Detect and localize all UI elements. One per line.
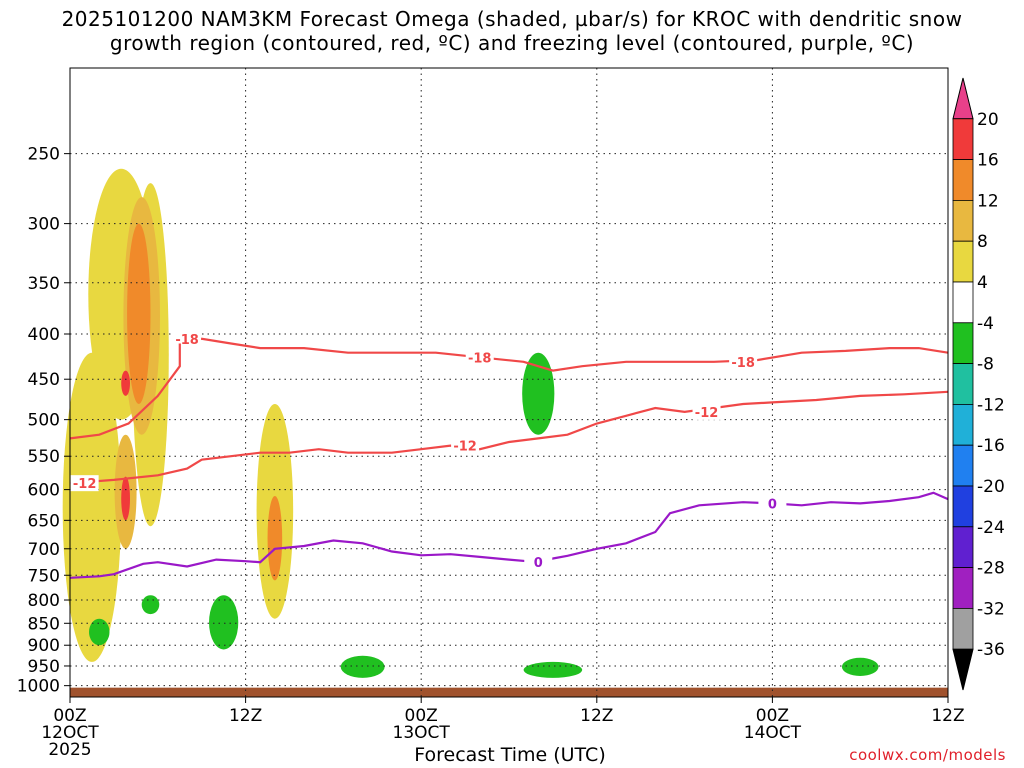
y-tick-label-950: 950 bbox=[28, 657, 60, 677]
contour-label-0-0: -18 bbox=[175, 333, 199, 348]
y-tick-label-850: 850 bbox=[28, 614, 60, 634]
x-tick-label-48-1: 14OCT bbox=[744, 723, 802, 743]
colorbar-swatch-13 bbox=[952, 608, 974, 650]
colorbar-swatch-10 bbox=[952, 485, 974, 528]
x-tick-label-0-2: 2025 bbox=[48, 740, 91, 760]
x-tick-label-0-1: 12OCT bbox=[41, 723, 99, 743]
y-tick-label-400: 400 bbox=[28, 325, 60, 345]
x-tick-label-60-0: 12Z bbox=[931, 706, 964, 726]
colorbar-swatch-11 bbox=[952, 526, 974, 568]
omega-region-4 bbox=[127, 223, 151, 404]
source-credit: coolwx.com/models bbox=[849, 746, 1006, 764]
colorbar-label-11: -28 bbox=[977, 559, 1005, 579]
omega-region-9 bbox=[267, 495, 283, 581]
y-tick-label-450: 450 bbox=[28, 370, 60, 390]
colorbar-swatch-9 bbox=[952, 444, 974, 487]
y-tick-label-300: 300 bbox=[28, 215, 60, 235]
colorbar-swatch-4 bbox=[952, 240, 974, 283]
colorbar-label-8: -16 bbox=[977, 436, 1005, 456]
ground-terrain bbox=[70, 687, 948, 697]
contour-label-bg-0-1 bbox=[465, 349, 494, 366]
contour-label-0-1: -18 bbox=[468, 351, 492, 366]
colorbar-swatch-6 bbox=[952, 322, 974, 364]
omega-region-11 bbox=[89, 618, 110, 646]
colorbar-label-10: -24 bbox=[977, 518, 1005, 538]
x-tick-label-24-1: 13OCT bbox=[393, 723, 451, 743]
colorbar-swatch-2 bbox=[952, 159, 974, 201]
contour-0 bbox=[179, 337, 949, 372]
y-tick-label-800: 800 bbox=[28, 591, 60, 611]
colorbar-swatch-12 bbox=[952, 567, 974, 609]
contour-1 bbox=[69, 343, 181, 440]
x-tick-label-36-0: 12Z bbox=[580, 706, 613, 726]
contour-3 bbox=[69, 491, 949, 579]
omega-region-15 bbox=[523, 661, 583, 678]
contour-label-2-2: -12 bbox=[695, 406, 719, 421]
contour-label-3-1: 0 bbox=[768, 497, 777, 512]
chart-title-line2: growth region (contoured, red, ºC) and f… bbox=[109, 31, 915, 55]
colorbar-label-1: 16 bbox=[977, 151, 999, 171]
omega-region-14 bbox=[340, 655, 385, 678]
y-tick-label-900: 900 bbox=[28, 636, 60, 656]
contour-label-bg-0-2 bbox=[729, 353, 758, 370]
y-tick-label-550: 550 bbox=[28, 447, 60, 467]
contour-label-bg-3-1 bbox=[758, 495, 787, 512]
omega-region-7 bbox=[121, 476, 130, 521]
contour-label-bg-3-0 bbox=[524, 554, 553, 571]
y-tick-label-700: 700 bbox=[28, 540, 60, 560]
colorbar-swatch-1 bbox=[952, 118, 974, 161]
contour-label-bg-2-2 bbox=[692, 403, 721, 420]
chart-title-line1: 2025101200 NAM3KM Forecast Omega (shaded… bbox=[61, 7, 963, 31]
x-tick-label-12-0: 12Z bbox=[229, 706, 262, 726]
x-tick-label-24-0: 00Z bbox=[405, 706, 438, 726]
contour-label-0-2: -18 bbox=[731, 356, 755, 371]
omega-region-1 bbox=[62, 352, 122, 662]
y-tick-label-350: 350 bbox=[28, 274, 60, 294]
colorbar-label-13: -36 bbox=[977, 640, 1005, 660]
omega-region-13 bbox=[209, 595, 239, 650]
omega-region-10 bbox=[522, 352, 555, 435]
omega-region-16 bbox=[841, 657, 879, 676]
y-tick-label-600: 600 bbox=[28, 481, 60, 501]
colorbar-label-3: 8 bbox=[977, 232, 988, 252]
colorbar-swatch-5 bbox=[952, 281, 974, 324]
x-axis-label: Forecast Time (UTC) bbox=[414, 744, 606, 766]
colorbar-label-9: -20 bbox=[977, 477, 1005, 497]
omega-region-12 bbox=[141, 595, 160, 615]
colorbar-label-0: 20 bbox=[977, 110, 999, 130]
y-tick-label-650: 650 bbox=[28, 511, 60, 531]
contour-label-bg-0-0 bbox=[173, 330, 202, 347]
y-tick-label-1000: 1000 bbox=[17, 677, 60, 697]
contour-2 bbox=[69, 390, 949, 485]
y-tick-label-250: 250 bbox=[28, 145, 60, 165]
colorbar-cap-bottom bbox=[952, 648, 974, 691]
contour-label-3-0: 0 bbox=[534, 556, 543, 571]
colorbar-label-7: -12 bbox=[977, 395, 1005, 415]
omega-region-5 bbox=[121, 370, 130, 396]
colorbar-cap-top bbox=[952, 77, 974, 120]
colorbar-swatch-8 bbox=[952, 403, 974, 446]
colorbar-label-4: 4 bbox=[977, 273, 988, 293]
x-tick-label-0-0: 00Z bbox=[53, 706, 86, 726]
colorbar-label-2: 12 bbox=[977, 191, 999, 211]
colorbar-label-5: -4 bbox=[977, 314, 994, 334]
plot-frame bbox=[69, 67, 949, 698]
y-tick-label-500: 500 bbox=[28, 411, 60, 431]
colorbar-swatch-3 bbox=[952, 199, 974, 242]
contour-label-2-1: -12 bbox=[453, 440, 477, 455]
y-tick-label-750: 750 bbox=[28, 566, 60, 586]
colorbar-label-12: -32 bbox=[977, 599, 1005, 619]
colorbar-swatch-7 bbox=[952, 363, 974, 405]
contour-label-bg-2-0 bbox=[70, 475, 99, 492]
contour-label-bg-2-1 bbox=[451, 437, 480, 454]
colorbar-label-6: -8 bbox=[977, 355, 994, 375]
contour-label-2-0: -12 bbox=[73, 477, 97, 492]
x-tick-label-48-0: 00Z bbox=[756, 706, 789, 726]
